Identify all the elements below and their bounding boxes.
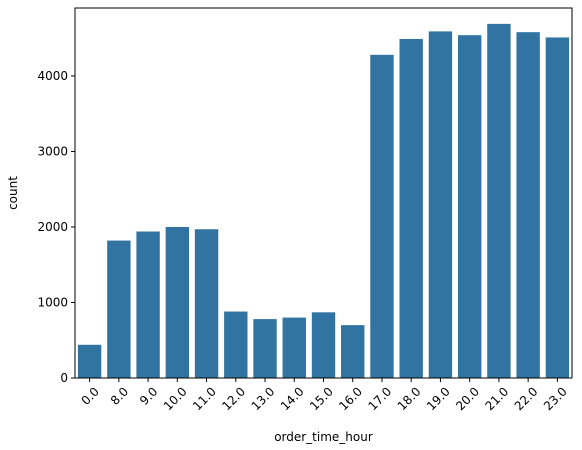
x-tick-label: 22.0: [512, 384, 541, 413]
bar-15.0: [311, 312, 336, 378]
bar-10.0: [165, 226, 190, 378]
y-tick-label: 3000: [37, 144, 68, 158]
x-tick-label: 10.0: [161, 384, 190, 413]
x-tick-label: 0.0: [79, 384, 102, 407]
x-tick-label: 21.0: [482, 384, 511, 413]
x-tick-label: 19.0: [424, 384, 453, 413]
bar-9.0: [136, 231, 160, 378]
bar-21.0: [487, 23, 511, 379]
x-tick-label: 11.0: [190, 384, 219, 413]
bar-23.0: [545, 37, 570, 378]
bar-8.0: [107, 240, 131, 378]
bar-14.0: [282, 317, 306, 378]
y-tick-label: 1000: [37, 295, 68, 309]
bars-group: [77, 23, 570, 379]
bar-18.0: [399, 38, 423, 379]
bar-16.0: [341, 325, 365, 378]
y-axis: 0 1000 2000 3000 4000: [37, 69, 75, 385]
plot-frame: [74, 7, 573, 379]
y-tick-label: 2000: [37, 220, 68, 234]
y-tick-label: 0: [60, 371, 68, 385]
y-axis-label: count: [6, 176, 20, 210]
bar-12.0: [224, 311, 248, 378]
x-tick-label: 17.0: [366, 384, 395, 413]
x-tick-label: 9.0: [137, 384, 160, 407]
x-tick-label: 16.0: [336, 384, 365, 413]
bar-13.0: [253, 319, 277, 378]
x-tick-label: 12.0: [219, 384, 248, 413]
x-tick-label: 18.0: [395, 384, 424, 413]
x-tick-label: 14.0: [278, 384, 307, 413]
bar-20.0: [457, 35, 482, 379]
x-tick-label: 23.0: [541, 384, 570, 413]
y-tick-label: 4000: [37, 69, 68, 83]
bar-22.0: [516, 32, 540, 378]
x-tick-label: 15.0: [307, 384, 336, 413]
bar-11.0: [194, 229, 219, 378]
x-tick-label: 8.0: [108, 384, 131, 407]
x-axis: 0.0 8.0 9.0 10.0 11.0 12.0 13.0 14.0 15.0 16.0 17.…: [79, 378, 570, 413]
bar-17.0: [370, 54, 394, 378]
x-tick-label: 13.0: [249, 384, 278, 413]
x-tick-label: 20.0: [453, 384, 482, 413]
x-axis-label: order_time_hour: [274, 430, 373, 444]
bar-0.0: [77, 344, 102, 378]
bar-19.0: [428, 31, 453, 378]
